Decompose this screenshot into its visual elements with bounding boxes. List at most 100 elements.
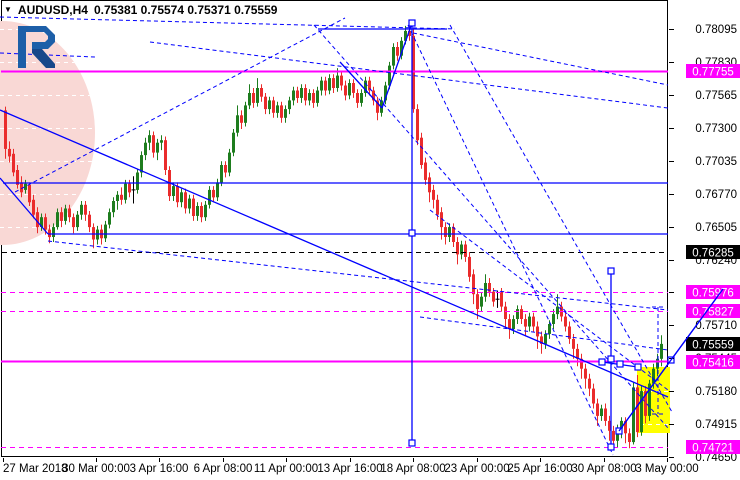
long-downtrend[interactable] — [0, 109, 669, 398]
candle-body — [8, 148, 11, 157]
candle-body — [72, 217, 75, 228]
candle-body — [376, 100, 379, 113]
candle-body — [184, 192, 187, 209]
kink-left[interactable] — [0, 177, 49, 235]
candle-body — [68, 208, 71, 218]
candle-body — [524, 319, 527, 327]
candle-body — [532, 316, 535, 327]
candle-body — [336, 75, 339, 88]
forecast-up-overlay[interactable] — [618, 288, 724, 432]
candle-body — [460, 244, 463, 255]
selection-handle[interactable] — [616, 360, 624, 368]
candle-body — [40, 217, 43, 228]
candle-body — [252, 93, 255, 103]
selection-handle[interactable] — [408, 229, 416, 237]
candle-body — [316, 90, 319, 103]
candle-body — [356, 93, 359, 103]
candle-body — [220, 165, 223, 183]
candle-body — [236, 115, 239, 133]
trend-channel-dashed[interactable] — [407, 24, 614, 456]
selection-handle[interactable] — [408, 439, 416, 447]
candle-body — [360, 93, 363, 103]
price-badge-box — [686, 440, 740, 454]
candle-body — [208, 189, 211, 205]
candle-body — [76, 214, 79, 228]
candle-body — [64, 208, 67, 221]
trend-channel-dashed[interactable] — [149, 41, 669, 109]
candle-body — [636, 387, 639, 433]
selection-handle[interactable] — [408, 19, 416, 27]
price-badge: 0.74721 — [686, 440, 740, 455]
candle-body — [292, 90, 295, 101]
trend-channel-dashed[interactable] — [313, 24, 669, 429]
candle-body — [288, 100, 291, 110]
candle-body — [36, 212, 39, 228]
candle-body — [396, 47, 399, 56]
candle-body — [312, 93, 315, 103]
wave-up-to-peak[interactable] — [381, 25, 412, 109]
candle-body — [648, 383, 651, 416]
highlight-ellipse[interactable] — [0, 21, 95, 245]
price-badge-label: 0.75976 — [692, 288, 734, 300]
candle-body — [24, 183, 27, 190]
price-badge-label: 0.76285 — [692, 248, 734, 260]
candle-body — [320, 80, 323, 91]
symbol-dropdown-icon[interactable]: ▼ — [4, 5, 12, 14]
price-badge: 0.75416 — [686, 355, 740, 370]
candle-body — [540, 336, 543, 344]
candle-body — [464, 244, 467, 257]
selection-handle[interactable] — [607, 355, 615, 363]
candle-body — [612, 430, 615, 441]
candle-body — [84, 204, 87, 215]
price-badge-box — [686, 337, 740, 351]
selection-handle[interactable] — [634, 363, 642, 371]
candle-body — [512, 319, 515, 329]
candle-body — [556, 306, 559, 315]
candle-body — [508, 319, 511, 329]
trend-channel-dashed[interactable] — [449, 24, 673, 413]
price-badge-box — [686, 285, 740, 299]
trend-channel-dashed[interactable] — [47, 240, 669, 311]
candle-body — [620, 420, 623, 429]
price-badge: 0.75559 — [686, 337, 740, 352]
price-badge-box — [686, 355, 740, 369]
selection-handle[interactable] — [607, 267, 615, 275]
candle-body — [212, 189, 215, 198]
x-axis-label: 3 Apr 16:00 — [130, 463, 189, 475]
candle-body — [476, 294, 479, 310]
trend-channel-dashed[interactable] — [14, 17, 346, 193]
trend-channel-dashed[interactable] — [412, 32, 669, 86]
candle-body — [428, 177, 431, 193]
trend-channel-dashed[interactable] — [429, 209, 669, 391]
candle-body — [136, 172, 139, 190]
candle-body — [492, 291, 495, 302]
candle-body — [504, 306, 507, 319]
candle-body — [268, 100, 271, 110]
candle-body — [116, 194, 119, 201]
price-badge-label: 0.75416 — [692, 358, 734, 370]
trend-channel-dashed[interactable] — [0, 52, 96, 58]
candle-body — [44, 217, 47, 230]
x-axis-label: 11 Apr 00:00 — [254, 463, 318, 475]
candle-body — [4, 110, 7, 149]
selection-handle[interactable] — [607, 443, 615, 451]
candle-body — [296, 90, 299, 98]
candle-body — [500, 291, 503, 307]
candle-body — [404, 30, 407, 41]
candle-body — [216, 182, 219, 198]
candle-body — [552, 314, 555, 324]
candle-body — [420, 137, 423, 165]
candle-body — [372, 90, 375, 101]
wave-down[interactable] — [339, 61, 383, 109]
candle-body — [160, 140, 163, 143]
selection-handle[interactable] — [598, 358, 606, 366]
price-badge-box — [686, 64, 740, 78]
candle-body — [56, 212, 59, 228]
candle-body — [308, 93, 311, 101]
price-badge-box — [686, 304, 740, 318]
candle-body — [156, 142, 159, 153]
candle-body — [140, 155, 143, 173]
trend-channel-dashed[interactable] — [0, 16, 456, 30]
